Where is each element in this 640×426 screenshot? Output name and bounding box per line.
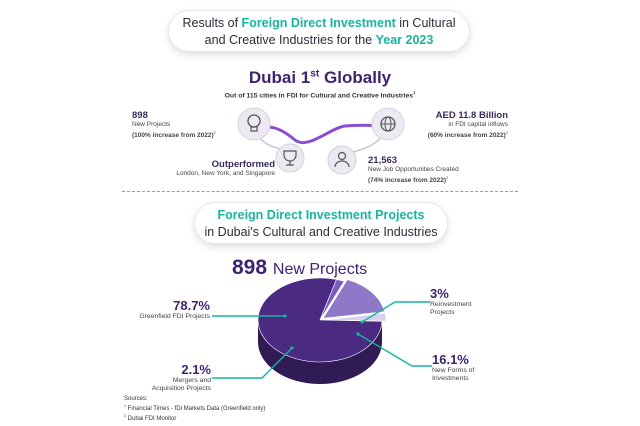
header2-line2: in Dubai's Cultural and Creative Industr… xyxy=(204,225,438,239)
leader-reinvestment-dot xyxy=(360,320,364,324)
pie-side-0 xyxy=(258,320,382,384)
source1-sup: 1 xyxy=(124,404,126,408)
label-new-forms-line2: Investments xyxy=(432,375,469,382)
label-reinvestment-line1: Reinvestment xyxy=(430,301,472,308)
label-mergers-value: 2.1% xyxy=(181,362,211,377)
fdi-projects-header: Foreign Direct Investment Projects in Du… xyxy=(194,202,448,244)
leader-mergers-dot xyxy=(290,346,294,350)
stat-outperformed: Outperformed London, New York, and Singa… xyxy=(150,159,275,178)
stat-capital-sup: 2 xyxy=(505,130,508,135)
label-new-forms-line1: New Forms of xyxy=(432,367,475,374)
stat-new-projects-sup: 2 xyxy=(213,130,216,135)
pie-slice-1 xyxy=(319,279,345,321)
sources-title: Sources: xyxy=(124,396,148,402)
connector-line xyxy=(249,123,391,144)
total-label: New Projects xyxy=(272,261,368,278)
stat-jobs-value: 21,563 xyxy=(368,155,398,166)
leader-new-forms xyxy=(357,333,432,367)
stat-outperformed-line1: London, New York, and Singapore xyxy=(176,170,275,177)
leader-greenfield-dot xyxy=(283,314,287,318)
stats-connector-graphic xyxy=(237,107,405,175)
section-divider xyxy=(122,191,518,192)
leader-mergers xyxy=(212,347,293,379)
lightbulb-icon xyxy=(237,107,271,141)
header1-post: in Cultural xyxy=(395,16,456,30)
job-person-icon xyxy=(327,145,357,175)
ranking-subtitle-sup: 1 xyxy=(413,90,416,95)
ranking-title-pre: Dubai 1 xyxy=(248,68,311,87)
stat-capital: AED 11.8 Billion in FDI capital inflows … xyxy=(398,110,508,140)
sources: Sources: 1 Financial Times - fDi Markets… xyxy=(124,396,265,423)
globe-icon xyxy=(371,107,405,141)
stat-jobs-line1: New Job Opportunities Created xyxy=(368,166,459,173)
total-value: 898 xyxy=(232,256,268,279)
label-new-forms-value: 16.1% xyxy=(432,352,469,367)
ranking-subtitle-text: Out of 115 cities in FDI for Cultural an… xyxy=(224,92,414,100)
stat-capital-value: AED 11.8 Billion xyxy=(435,110,508,121)
leader-reinvestment xyxy=(361,301,430,323)
label-new-forms: 16.1% New Forms of Investments xyxy=(432,352,502,383)
stat-capital-line2: (60% increase from 2022) xyxy=(427,132,506,140)
header1-highlight: Foreign Direct Investment xyxy=(241,16,396,30)
pie-slice-2 xyxy=(322,279,385,319)
source2-sup: 2 xyxy=(124,414,126,418)
header2-line1: Foreign Direct Investment Projects xyxy=(217,208,425,222)
stat-jobs-sup: 2 xyxy=(446,175,449,180)
label-mergers-line2: Acquisition Projects xyxy=(151,385,211,392)
source1: Financial Times - fDi Markets Data (Gree… xyxy=(126,406,266,412)
stat-new-projects-line1: New Projects xyxy=(132,121,171,128)
stat-capital-line1: in FDI capital inflows xyxy=(448,121,508,128)
label-mergers-line1: Mergers and xyxy=(172,377,211,384)
leader-new-forms-dot xyxy=(356,332,360,336)
label-mergers: 2.1% Mergers and Acquisition Projects xyxy=(136,362,211,393)
source2: Dubai FDI Monitor xyxy=(126,416,177,422)
pie-slice-3 xyxy=(323,312,387,322)
stat-new-projects-line2: (100% increase from 2022) xyxy=(132,132,214,140)
header1-year: Year 2023 xyxy=(375,33,434,47)
label-greenfield-value: 78.7% xyxy=(173,298,210,313)
ranking-title-sup: st xyxy=(310,68,320,80)
ranking-title: Dubai 1st Globally xyxy=(0,68,640,88)
label-reinvestment-line2: Projects xyxy=(430,309,455,316)
label-reinvestment-value: 3% xyxy=(430,286,449,301)
stat-outperformed-value: Outperformed xyxy=(211,159,275,170)
label-greenfield-text: Greenfield FDI Projects xyxy=(139,313,210,320)
total-projects: 898 New Projects xyxy=(232,256,367,280)
stat-new-projects: 898 New Projects (100% increase from 202… xyxy=(132,110,232,140)
trophy-icon xyxy=(275,143,305,173)
stat-new-projects-value: 898 xyxy=(132,110,148,121)
stat-jobs-line2: (74% increase from 2022) xyxy=(368,177,447,185)
stat-jobs: 21,563 New Job Opportunities Created (74… xyxy=(368,155,488,185)
ranking-title-post: Globally xyxy=(319,68,392,87)
label-reinvestment: 3% Reinvestment Projects xyxy=(430,286,500,317)
ranking-subtitle: Out of 115 cities in FDI for Cultural an… xyxy=(0,90,640,99)
header1-pre: Results of xyxy=(182,16,242,30)
label-greenfield: 78.7% Greenfield FDI Projects xyxy=(120,298,210,321)
header1-line2-pre: and Creative Industries for the xyxy=(204,33,376,47)
results-header: Results of Foreign Direct Investment in … xyxy=(168,10,470,52)
